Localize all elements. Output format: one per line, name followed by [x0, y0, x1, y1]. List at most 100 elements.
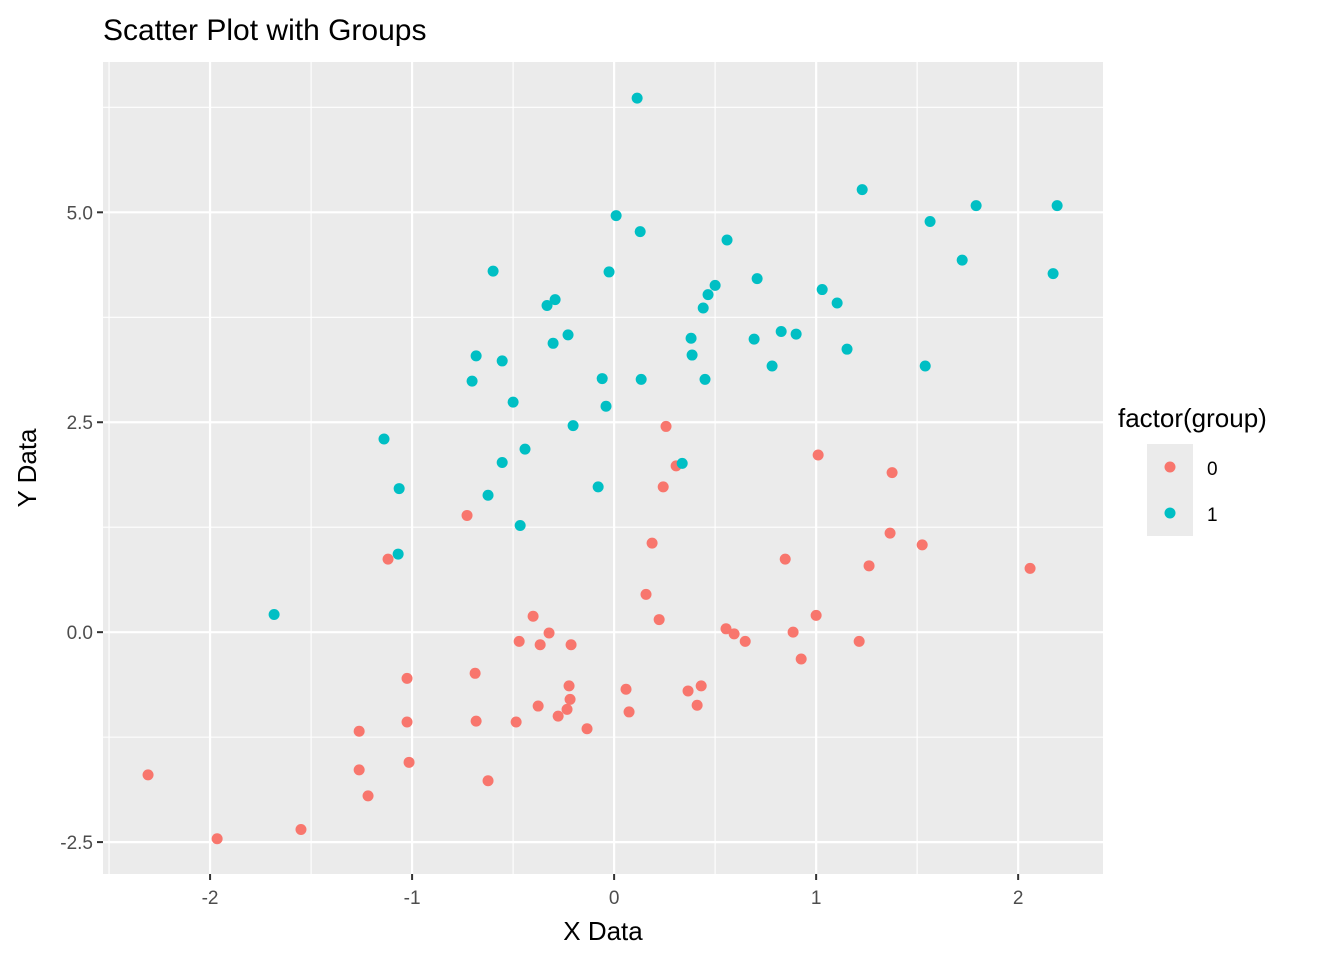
- data-point-group-1: [378, 433, 390, 445]
- data-point-group-1: [549, 294, 561, 306]
- data-point-group-0: [401, 716, 413, 728]
- data-point-group-0: [653, 614, 665, 626]
- y-tick-label: -2.5: [60, 833, 93, 854]
- data-point-group-1: [748, 333, 760, 345]
- data-point-group-1: [790, 328, 802, 340]
- data-point-group-0: [543, 627, 555, 639]
- data-point-group-1: [1051, 200, 1063, 212]
- legend: factor(group) 0 1: [1118, 403, 1267, 536]
- legend-label: 0: [1207, 459, 1218, 480]
- data-point-group-0: [534, 639, 546, 651]
- data-point-group-0: [623, 706, 635, 718]
- data-point-group-1: [970, 200, 982, 212]
- data-point-group-1: [751, 273, 763, 285]
- data-point-group-1: [924, 216, 936, 228]
- data-point-group-0: [682, 685, 694, 697]
- data-point-group-1: [507, 396, 519, 408]
- data-point-group-0: [787, 626, 799, 638]
- data-point-group-1: [956, 254, 968, 266]
- legend-label: 1: [1207, 505, 1218, 526]
- data-point-group-1: [562, 329, 574, 341]
- data-point-group-1: [1047, 268, 1059, 280]
- data-point-group-1: [631, 92, 643, 104]
- data-point-group-0: [812, 449, 824, 461]
- data-point-group-0: [461, 509, 473, 521]
- data-point-group-1: [610, 210, 622, 222]
- data-point-group-0: [353, 764, 365, 776]
- data-point-group-1: [567, 420, 579, 432]
- data-point-group-1: [634, 226, 646, 238]
- data-point-group-0: [510, 716, 522, 728]
- y-axis-ticks: -2.5 0.0 2.5 5.0: [60, 203, 103, 854]
- data-point-group-1: [603, 266, 615, 278]
- major-gridlines: [103, 62, 1103, 874]
- data-point-group-0: [640, 588, 652, 600]
- data-point-group-1: [635, 373, 647, 385]
- data-point-group-1: [721, 234, 733, 246]
- data-point-group-1: [393, 483, 405, 495]
- data-point-group-0: [695, 680, 707, 692]
- y-tick-label: 0.0: [67, 623, 93, 644]
- data-point-group-0: [720, 623, 732, 635]
- data-point-group-0: [886, 467, 898, 479]
- data-point-group-0: [470, 715, 482, 727]
- legend-key-point: [1164, 461, 1176, 473]
- data-point-group-0: [142, 769, 154, 781]
- minor-gridlines: [103, 62, 1103, 874]
- data-point-group-1: [697, 302, 709, 314]
- data-points: [142, 92, 1063, 845]
- data-point-group-0: [779, 553, 791, 565]
- data-point-group-0: [884, 527, 896, 539]
- data-point-group-1: [702, 289, 714, 301]
- data-point-group-1: [482, 489, 494, 501]
- data-point-group-1: [766, 360, 778, 372]
- data-point-group-0: [561, 703, 573, 715]
- y-tick-label: 5.0: [67, 203, 93, 224]
- data-point-group-0: [739, 635, 751, 647]
- data-point-group-0: [853, 635, 865, 647]
- data-point-group-1: [268, 609, 280, 621]
- data-point-group-0: [563, 680, 575, 692]
- data-point-group-1: [856, 184, 868, 196]
- data-point-group-1: [685, 332, 697, 344]
- data-point-group-1: [496, 355, 508, 367]
- data-point-group-1: [709, 279, 721, 291]
- data-point-group-0: [469, 667, 481, 679]
- x-tick-label: 0: [609, 888, 620, 909]
- data-point-group-1: [519, 443, 531, 455]
- data-point-group-0: [403, 756, 415, 768]
- data-point-group-0: [620, 683, 632, 695]
- data-point-group-1: [831, 297, 843, 309]
- data-point-group-0: [353, 725, 365, 737]
- data-point-group-0: [564, 693, 576, 705]
- data-point-group-0: [527, 610, 539, 622]
- data-point-group-1: [514, 520, 526, 532]
- legend-key-point: [1164, 507, 1176, 519]
- data-point-group-0: [691, 699, 703, 711]
- data-point-group-1: [496, 457, 508, 469]
- y-axis-label: Y Data: [12, 428, 42, 508]
- data-point-group-1: [676, 457, 688, 469]
- data-point-group-1: [600, 400, 612, 412]
- x-axis-label: X Data: [563, 916, 643, 946]
- data-point-group-1: [919, 360, 931, 372]
- data-point-group-0: [795, 653, 807, 665]
- data-point-group-0: [532, 700, 544, 712]
- data-point-group-0: [581, 723, 593, 735]
- data-point-group-0: [660, 420, 672, 432]
- data-point-group-1: [541, 300, 553, 312]
- x-tick-label: -1: [404, 888, 421, 909]
- data-point-group-0: [382, 553, 394, 565]
- plot-panel: [103, 62, 1103, 874]
- data-point-group-0: [401, 672, 413, 684]
- x-axis-ticks: -2 -1 0 1 2: [202, 874, 1023, 909]
- data-point-group-0: [657, 481, 669, 493]
- data-point-group-1: [699, 373, 711, 385]
- legend-title: factor(group): [1118, 403, 1267, 433]
- data-point-group-0: [565, 639, 577, 651]
- data-point-group-0: [513, 635, 525, 647]
- data-point-group-0: [482, 775, 494, 787]
- data-point-group-0: [728, 628, 740, 640]
- data-point-group-0: [646, 537, 658, 549]
- data-point-group-0: [863, 560, 875, 572]
